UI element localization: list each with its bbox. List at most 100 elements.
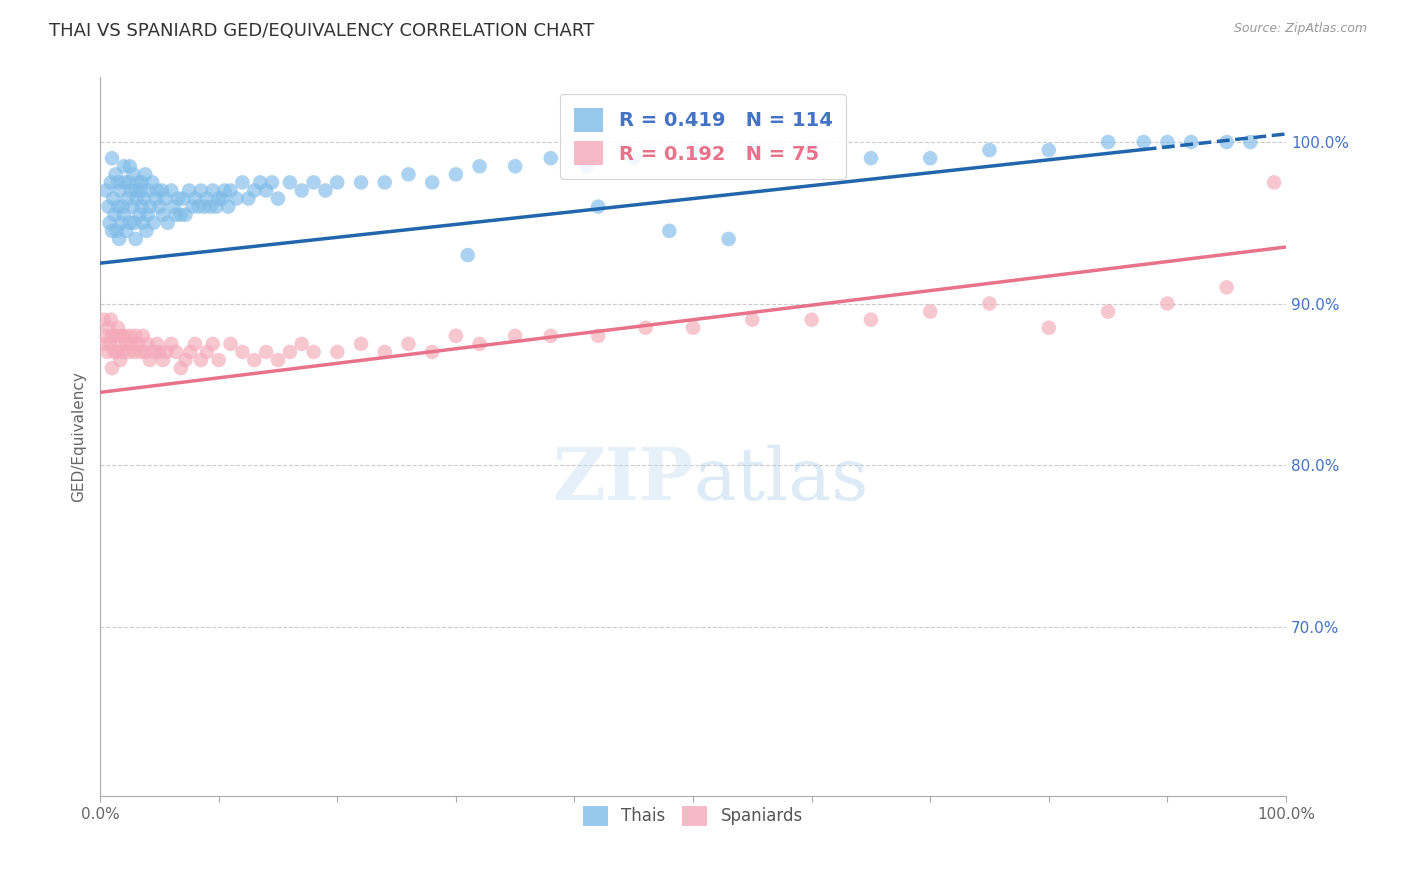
- Point: [658, 224, 681, 238]
- Point: [859, 312, 882, 326]
- Point: [165, 208, 187, 222]
- Point: [110, 184, 132, 198]
- Point: [100, 312, 122, 326]
- Point: [127, 175, 149, 189]
- Point: [115, 337, 138, 351]
- Point: [96, 345, 118, 359]
- Point: [208, 353, 231, 368]
- Point: [103, 345, 125, 359]
- Point: [125, 184, 148, 198]
- Point: [98, 337, 121, 351]
- Point: [254, 345, 277, 359]
- Point: [141, 175, 163, 189]
- Point: [121, 200, 143, 214]
- Point: [1097, 135, 1119, 149]
- Point: [231, 175, 253, 189]
- Point: [127, 337, 149, 351]
- Point: [118, 216, 141, 230]
- Point: [195, 192, 218, 206]
- Point: [112, 208, 135, 222]
- Point: [108, 337, 131, 351]
- Point: [124, 345, 146, 359]
- Point: [214, 184, 236, 198]
- Point: [132, 216, 155, 230]
- Point: [94, 328, 117, 343]
- Point: [97, 320, 120, 334]
- Point: [167, 192, 190, 206]
- Point: [134, 345, 156, 359]
- Point: [217, 200, 239, 214]
- Y-axis label: GED/Equivalency: GED/Equivalency: [72, 371, 86, 502]
- Point: [190, 184, 212, 198]
- Point: [118, 159, 141, 173]
- Point: [1180, 135, 1202, 149]
- Point: [98, 216, 121, 230]
- Point: [105, 345, 128, 359]
- Point: [195, 345, 218, 359]
- Point: [155, 192, 177, 206]
- Point: [374, 175, 396, 189]
- Point: [503, 328, 526, 343]
- Point: [104, 328, 127, 343]
- Point: [219, 337, 242, 351]
- Point: [170, 208, 193, 222]
- Point: [101, 151, 124, 165]
- Point: [97, 200, 120, 214]
- Point: [243, 184, 266, 198]
- Point: [193, 200, 215, 214]
- Point: [142, 216, 165, 230]
- Point: [291, 337, 314, 351]
- Point: [101, 224, 124, 238]
- Point: [110, 353, 132, 368]
- Point: [172, 192, 194, 206]
- Point: [174, 208, 197, 222]
- Point: [314, 184, 336, 198]
- Point: [575, 159, 598, 173]
- Point: [101, 328, 124, 343]
- Point: [540, 151, 562, 165]
- Point: [278, 175, 301, 189]
- Text: Source: ZipAtlas.com: Source: ZipAtlas.com: [1233, 22, 1367, 36]
- Point: [145, 192, 167, 206]
- Point: [101, 361, 124, 376]
- Point: [374, 345, 396, 359]
- Point: [249, 175, 271, 189]
- Point: [208, 192, 231, 206]
- Point: [160, 337, 183, 351]
- Point: [1156, 135, 1178, 149]
- Point: [135, 224, 157, 238]
- Point: [165, 345, 187, 359]
- Point: [201, 184, 224, 198]
- Point: [350, 175, 373, 189]
- Point: [444, 167, 467, 181]
- Point: [179, 345, 201, 359]
- Point: [398, 167, 420, 181]
- Point: [107, 200, 129, 214]
- Point: [920, 151, 942, 165]
- Point: [1263, 175, 1285, 189]
- Point: [326, 175, 349, 189]
- Point: [146, 337, 169, 351]
- Point: [121, 337, 143, 351]
- Point: [131, 200, 153, 214]
- Point: [184, 192, 207, 206]
- Point: [1038, 320, 1060, 334]
- Point: [139, 200, 162, 214]
- Point: [231, 345, 253, 359]
- Point: [326, 345, 349, 359]
- Point: [800, 143, 823, 157]
- Point: [146, 184, 169, 198]
- Point: [219, 184, 242, 198]
- Point: [100, 175, 122, 189]
- Point: [163, 200, 186, 214]
- Point: [136, 208, 159, 222]
- Point: [682, 143, 704, 157]
- Point: [114, 175, 136, 189]
- Point: [174, 353, 197, 368]
- Point: [93, 312, 115, 326]
- Point: [107, 320, 129, 334]
- Point: [444, 328, 467, 343]
- Point: [152, 208, 174, 222]
- Point: [225, 192, 247, 206]
- Point: [267, 192, 290, 206]
